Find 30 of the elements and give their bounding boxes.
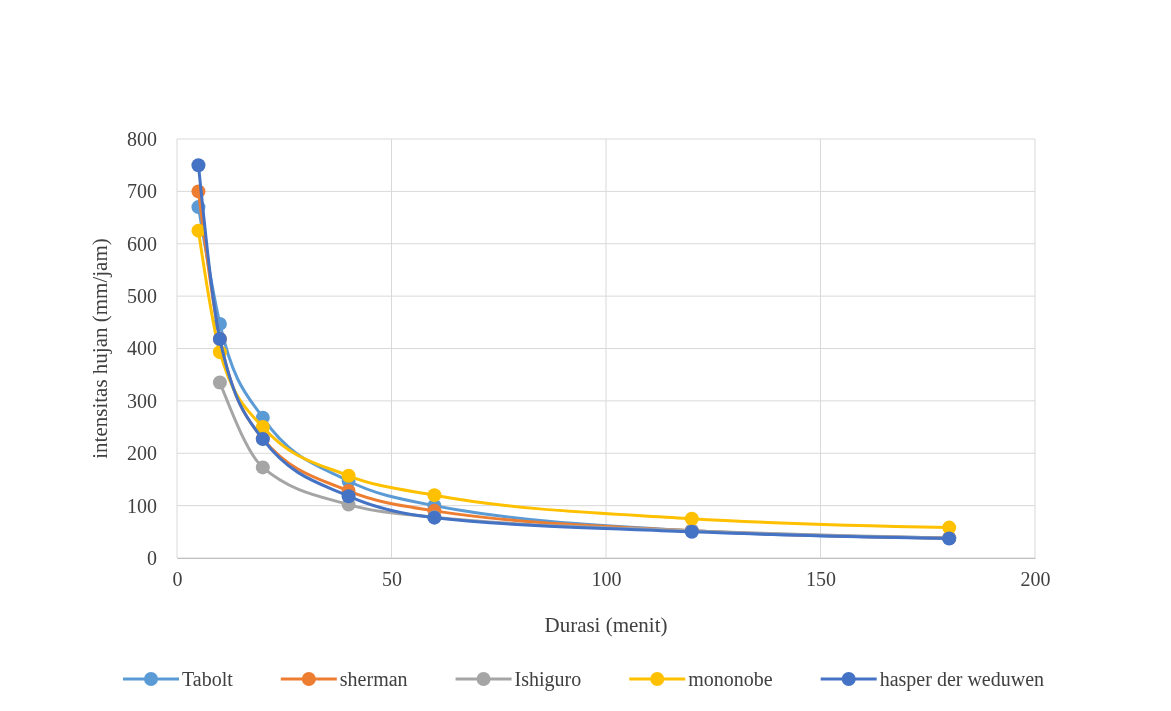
point <box>212 375 227 390</box>
y-tick-label: 0 <box>147 546 157 569</box>
y-tick-label: 500 <box>127 285 157 308</box>
point <box>684 511 699 526</box>
y-axis-title: intensitas hujan (mm/jam) <box>88 238 112 459</box>
x-tick-label: 100 <box>591 568 622 591</box>
x-tick-label: 50 <box>382 568 402 591</box>
point <box>255 420 270 435</box>
legend-label: sherman <box>339 668 408 690</box>
y-tick-label: 700 <box>127 180 157 203</box>
y-tick-label: 100 <box>127 494 157 517</box>
y-tick-label: 200 <box>127 442 157 465</box>
legend-label: Tabolt <box>182 668 234 690</box>
y-tick-label: 300 <box>127 389 157 412</box>
legend-label: hasper der weduwen <box>879 668 1045 691</box>
x-tick-label: 150 <box>806 568 836 591</box>
legend-label: mononobe <box>688 668 773 690</box>
y-tick-label: 800 <box>127 127 157 150</box>
point <box>427 488 442 503</box>
x-tick-label: 0 <box>172 568 183 591</box>
point <box>191 223 206 238</box>
y-tick-label: 400 <box>127 337 157 360</box>
point <box>191 158 206 173</box>
x-axis-title: Durasi (menit) <box>544 613 668 637</box>
point <box>255 460 270 475</box>
legend-label: Ishiguro <box>514 668 582 691</box>
x-tick-label: 200 <box>1020 568 1051 591</box>
point <box>341 468 356 483</box>
y-tick-label: 600 <box>127 232 157 255</box>
point <box>341 489 356 504</box>
